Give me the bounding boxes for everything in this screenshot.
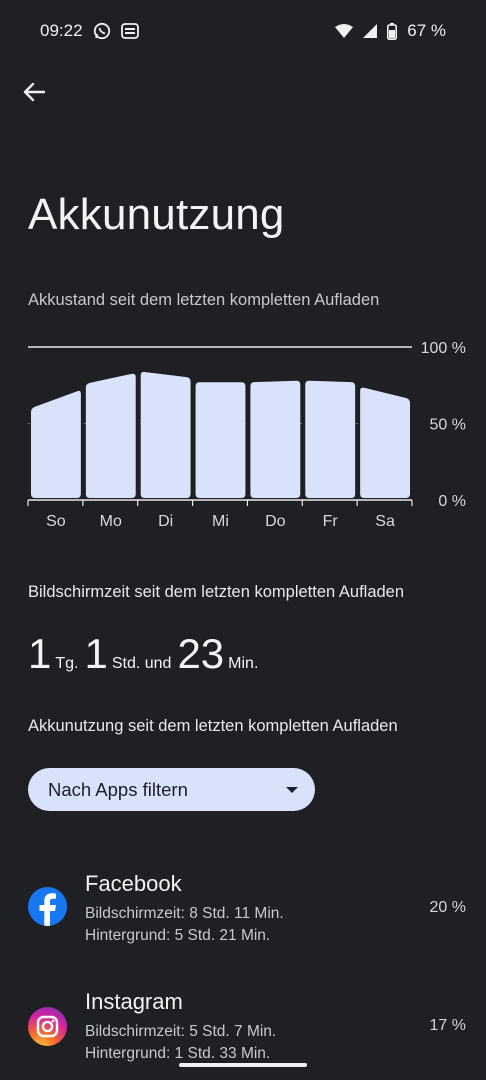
app-screen-time: Bildschirmzeit: 8 Std. 11 Min. xyxy=(85,905,284,922)
chart-bar-sa xyxy=(360,387,410,498)
x-tick-label: Mi xyxy=(212,513,229,530)
x-tick-label: Mo xyxy=(100,513,122,530)
filter-label: Nach Apps filtern xyxy=(48,778,188,800)
card-icon xyxy=(120,23,139,39)
arrow-left-icon xyxy=(23,82,45,102)
x-tick-label: So xyxy=(46,513,66,530)
status-right: 67 % xyxy=(335,21,446,41)
filter-apps-dropdown[interactable]: Nach Apps filtern xyxy=(28,768,315,811)
status-left: 09:22 xyxy=(40,21,139,41)
chart-bar-mi xyxy=(195,382,246,498)
instagram-icon xyxy=(28,1007,67,1046)
app-percent: 20 % xyxy=(429,899,466,916)
screen-time-title: Bildschirmzeit seit dem letzten komplett… xyxy=(28,583,405,601)
screen-time-days: 1 xyxy=(28,630,52,677)
x-tick-label: Sa xyxy=(375,513,395,530)
x-tick-label: Fr xyxy=(323,513,339,530)
chart-caption: Akkustand seit dem letzten kompletten Au… xyxy=(28,291,380,309)
app-row-instagram[interactable]: Instagram Bildschirmzeit: 5 Std. 7 Min. … xyxy=(0,983,486,1073)
x-tick-label: Do xyxy=(265,513,286,530)
app-name: Instagram xyxy=(85,989,183,1014)
chart-bar-di xyxy=(140,371,191,498)
signal-icon xyxy=(363,24,378,38)
usage-title: Akkunutzung seit dem letzten kompletten … xyxy=(28,717,398,735)
screen-time-days-unit: Tg. xyxy=(55,655,79,672)
app-row-facebook[interactable]: Facebook Bildschirmzeit: 8 Std. 11 Min. … xyxy=(0,865,486,955)
app-percent: 17 % xyxy=(429,1017,466,1034)
screen-time-value: 1 Tg. 1 Std. und 23 Min. xyxy=(28,630,264,678)
screen-time-hours-unit: Std. und xyxy=(111,655,172,672)
facebook-icon xyxy=(28,887,67,926)
screen-time-minutes-unit: Min. xyxy=(228,655,259,672)
clock: 09:22 xyxy=(40,21,83,40)
whatsapp-icon xyxy=(93,22,111,40)
chart-bar-do xyxy=(250,380,301,498)
y-tick-label: 0 % xyxy=(438,493,466,510)
screen-time-minutes: 23 xyxy=(177,630,225,677)
app-name: Facebook xyxy=(85,871,182,896)
battery-chart-svg: So Mo Di Mi Do Fr Sa 100 % 50 % 0 % xyxy=(27,340,466,530)
chart-bar-fr xyxy=(305,380,356,498)
battery-icon xyxy=(387,22,398,40)
app-background-time: Hintergrund: 1 Std. 33 Min. xyxy=(85,1045,271,1062)
chart-bar-so xyxy=(31,390,81,498)
home-indicator[interactable] xyxy=(179,1063,307,1067)
battery-percent: 67 % xyxy=(407,21,446,40)
wifi-icon xyxy=(335,24,354,38)
status-bar: 09:22 67 % xyxy=(0,0,486,62)
dropdown-arrow-icon xyxy=(286,786,298,793)
y-tick-label: 100 % xyxy=(421,340,466,357)
chart-bar-mo xyxy=(85,373,136,498)
y-tick-label: 50 % xyxy=(430,417,466,434)
page-title: Akkunutzung xyxy=(28,190,285,239)
app-background-time: Hintergrund: 5 Std. 21 Min. xyxy=(85,927,271,944)
x-tick-label: Di xyxy=(158,513,173,530)
back-button[interactable] xyxy=(18,76,50,108)
app-screen-time: Bildschirmzeit: 5 Std. 7 Min. xyxy=(85,1023,277,1040)
screen-time-hours: 1 xyxy=(84,630,108,677)
battery-level-chart: So Mo Di Mi Do Fr Sa 100 % 50 % 0 % xyxy=(0,335,486,545)
